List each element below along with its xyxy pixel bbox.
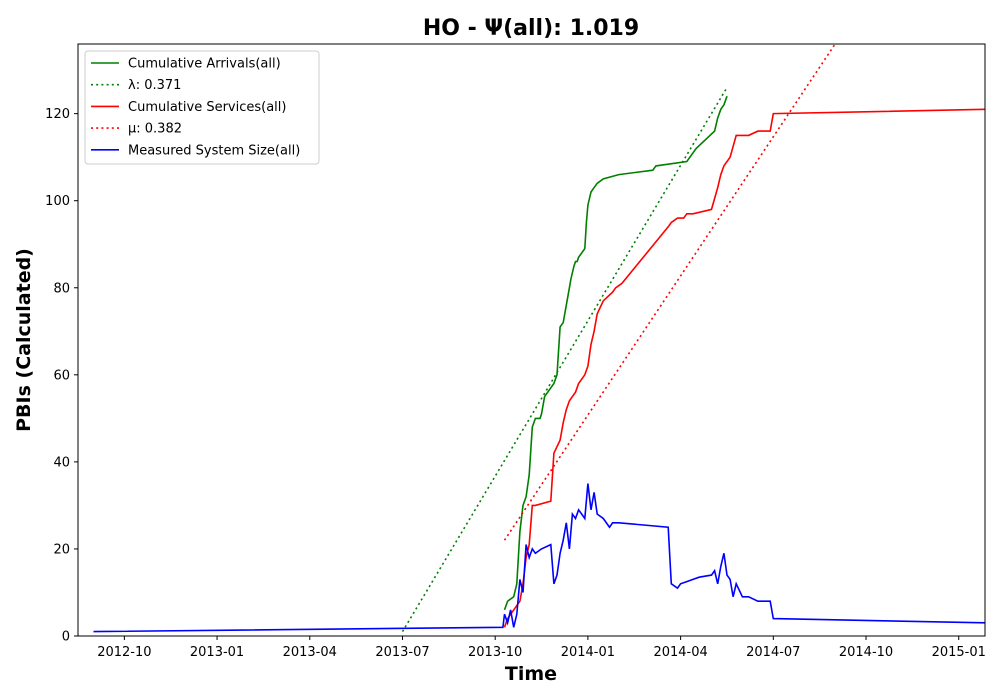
legend-label-3: Cumulative Services(all) [128,100,286,115]
x-tick-label: 2015-01 [932,645,986,660]
x-tick-label: 2014-10 [839,645,893,660]
y-axis-label: PBIs (Calculated) [13,248,35,432]
x-tick-label: 2013-07 [375,645,429,660]
legend-label-5: Measured System Size(all) [128,143,300,158]
x-axis-label: Time [505,663,557,685]
x-tick-label: 2013-10 [468,645,522,660]
y-tick-label: 60 [53,368,70,383]
x-tick-label: 2013-01 [190,645,244,660]
series-line-5-measured-system-size-all [93,483,985,633]
x-axis-ticks: 2012-10 2013-01 2013-04 2013-07 2013-10 2014-… [97,636,986,660]
x-tick-label: 2013-04 [283,645,337,660]
plot-frame [77,43,986,637]
y-tick-label: 0 [62,630,70,645]
x-tick-label: 2014-01 [561,645,615,660]
series-layer [93,44,985,633]
x-tick-label: 2012-10 [97,645,151,660]
x-tick-label: 2014-04 [653,645,707,660]
legend: Cumulative Arrivals(all) λ: 0.371 Cumulati… [84,50,320,165]
legend-label-2: λ: 0.371 [128,78,181,93]
y-tick-label: 80 [53,281,70,296]
series-line-3-cumulative-services-all [503,108,985,628]
y-tick-label: 100 [45,194,70,209]
chart-title: HO - Ψ(all): 1.019 [423,16,639,41]
series-line-4-0-382 [503,44,836,541]
legend-label-1: Cumulative Arrivals(all) [128,57,281,72]
y-tick-label: 120 [45,107,70,122]
y-tick-label: 40 [53,455,70,470]
legend-box [84,50,320,165]
y-tick-label: 20 [53,542,70,557]
series-line-2-0-371 [401,87,728,633]
series-line-1-cumulative-arrivals-all [503,95,728,611]
legend-label-4: μ: 0.382 [128,122,182,137]
x-tick-label: 2014-07 [746,645,800,660]
y-axis-ticks: 0 20 40 60 80 100 120 [45,107,78,645]
